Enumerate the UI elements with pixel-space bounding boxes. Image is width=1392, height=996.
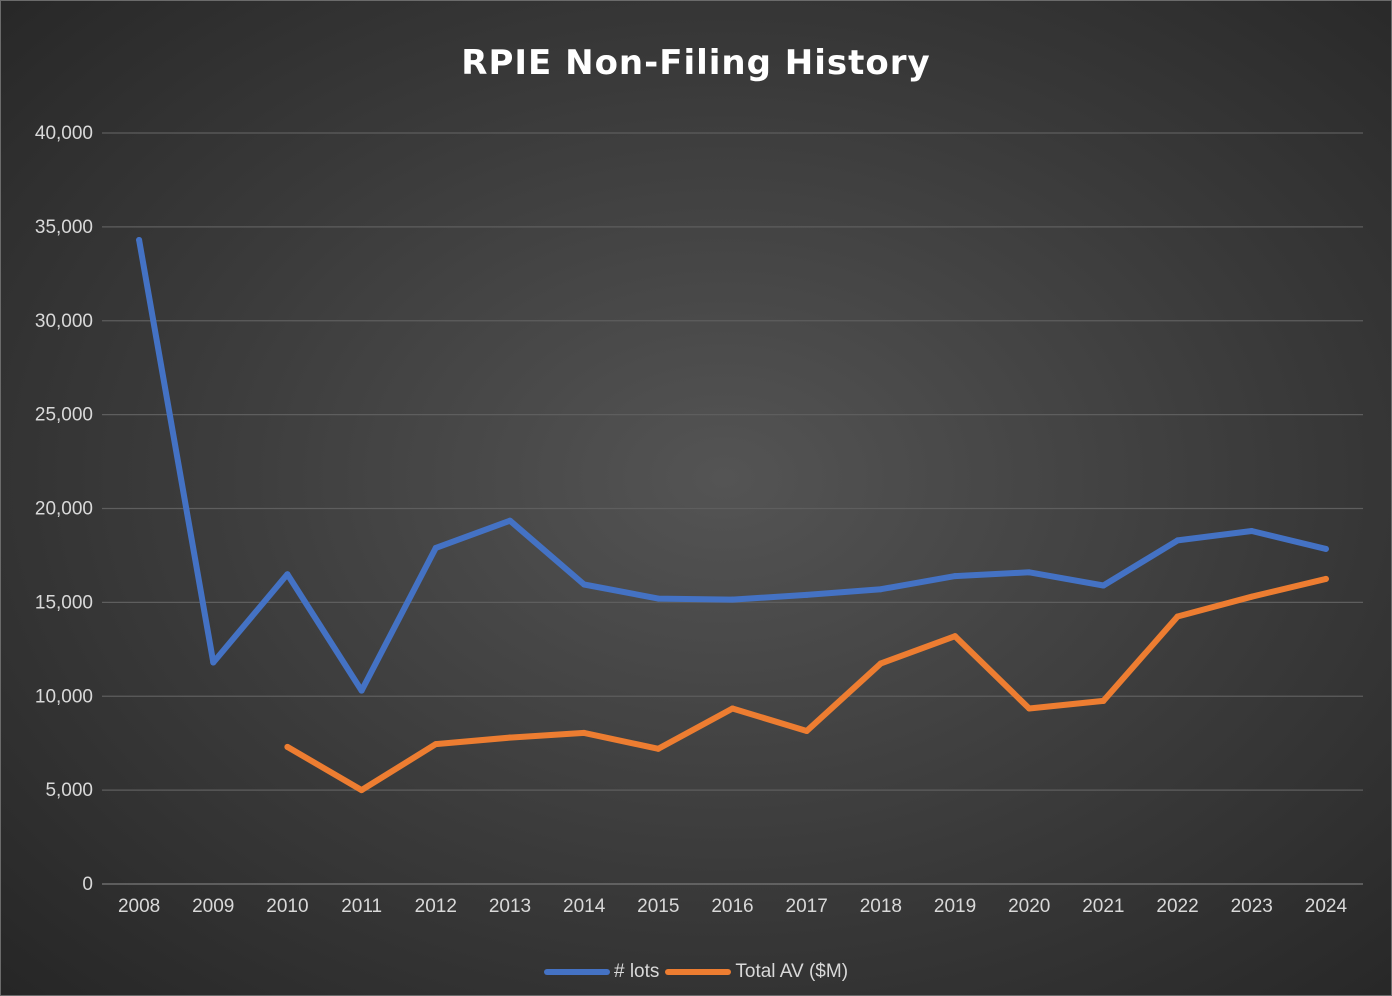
x-tick-label: 2015: [637, 896, 679, 917]
legend-label: # lots: [613, 961, 660, 982]
x-tick-label: 2023: [1231, 896, 1273, 917]
x-tick-label: 2009: [192, 896, 234, 917]
data-point-series-1: [655, 745, 662, 752]
y-tick-label: 30,000: [35, 311, 93, 332]
legend-swatch: [665, 969, 732, 975]
x-tick-label: 2008: [118, 896, 160, 917]
data-point-series-0: [952, 573, 959, 580]
x-tick-label: 2014: [563, 896, 606, 917]
legend-label: Total AV ($M): [735, 961, 849, 982]
data-point-series-1: [1174, 613, 1181, 620]
data-point-series-1: [1248, 593, 1255, 600]
series-line-0: [136, 237, 1329, 694]
data-point-series-0: [1322, 545, 1329, 552]
data-point-series-1: [358, 787, 365, 794]
y-tick-label: 15,000: [35, 592, 93, 613]
y-tick-label: 25,000: [35, 405, 93, 426]
data-point-series-0: [1248, 528, 1255, 535]
data-point-series-0: [803, 591, 810, 598]
data-point-series-0: [358, 687, 365, 694]
data-point-series-0: [729, 596, 736, 603]
data-point-series-0: [136, 237, 143, 244]
chart-title: RPIE Non-Filing History: [461, 43, 931, 83]
data-point-series-0: [877, 586, 884, 593]
x-tick-label: 2011: [341, 896, 382, 917]
data-point-series-0: [1100, 582, 1107, 589]
x-tick-label: 2018: [860, 896, 902, 917]
x-tick-label: 2021: [1082, 896, 1124, 917]
y-tick-label: 20,000: [35, 499, 93, 520]
data-point-series-1: [729, 705, 736, 712]
data-point-series-0: [210, 659, 217, 666]
data-point-series-0: [432, 544, 439, 551]
data-point-series-0: [1026, 569, 1033, 576]
data-point-series-1: [506, 734, 513, 741]
x-tick-label: 2016: [711, 896, 753, 917]
y-tick-label: 40,000: [35, 123, 93, 144]
y-tick-label: 10,000: [35, 686, 93, 707]
x-tick-label: 2019: [934, 896, 976, 917]
data-point-series-0: [1174, 537, 1181, 544]
data-point-series-1: [581, 729, 588, 736]
x-tick-label: 2017: [786, 896, 828, 917]
data-point-series-1: [952, 633, 959, 640]
legend-swatch: [543, 969, 610, 975]
data-point-series-0: [655, 595, 662, 602]
data-point-series-0: [581, 581, 588, 588]
legend-item-series-1: Total AV ($M): [665, 961, 848, 983]
x-tick-label: 2012: [415, 896, 457, 917]
data-point-series-1: [1322, 575, 1329, 582]
x-tick-label: 2013: [489, 896, 531, 917]
data-point-series-1: [877, 660, 884, 667]
data-point-series-1: [803, 727, 810, 734]
data-point-series-0: [506, 517, 513, 524]
y-tick-label: 0: [82, 874, 93, 895]
x-tick-label: 2024: [1305, 896, 1348, 917]
x-tick-label: 2020: [1008, 896, 1050, 917]
y-tick-label: 35,000: [35, 217, 93, 238]
x-tick-label: 2022: [1156, 896, 1198, 917]
data-point-series-0: [284, 571, 291, 578]
data-point-series-1: [1026, 705, 1033, 712]
legend-item-series-0: # lots: [543, 961, 660, 983]
data-point-series-1: [284, 743, 291, 750]
data-point-series-1: [1100, 697, 1107, 704]
y-tick-label: 5,000: [45, 780, 93, 801]
x-tick-label: 2010: [266, 896, 308, 917]
data-point-series-1: [432, 741, 439, 748]
series-line-1: [284, 575, 1329, 794]
legend: # lots Total AV ($M): [1, 961, 1391, 983]
